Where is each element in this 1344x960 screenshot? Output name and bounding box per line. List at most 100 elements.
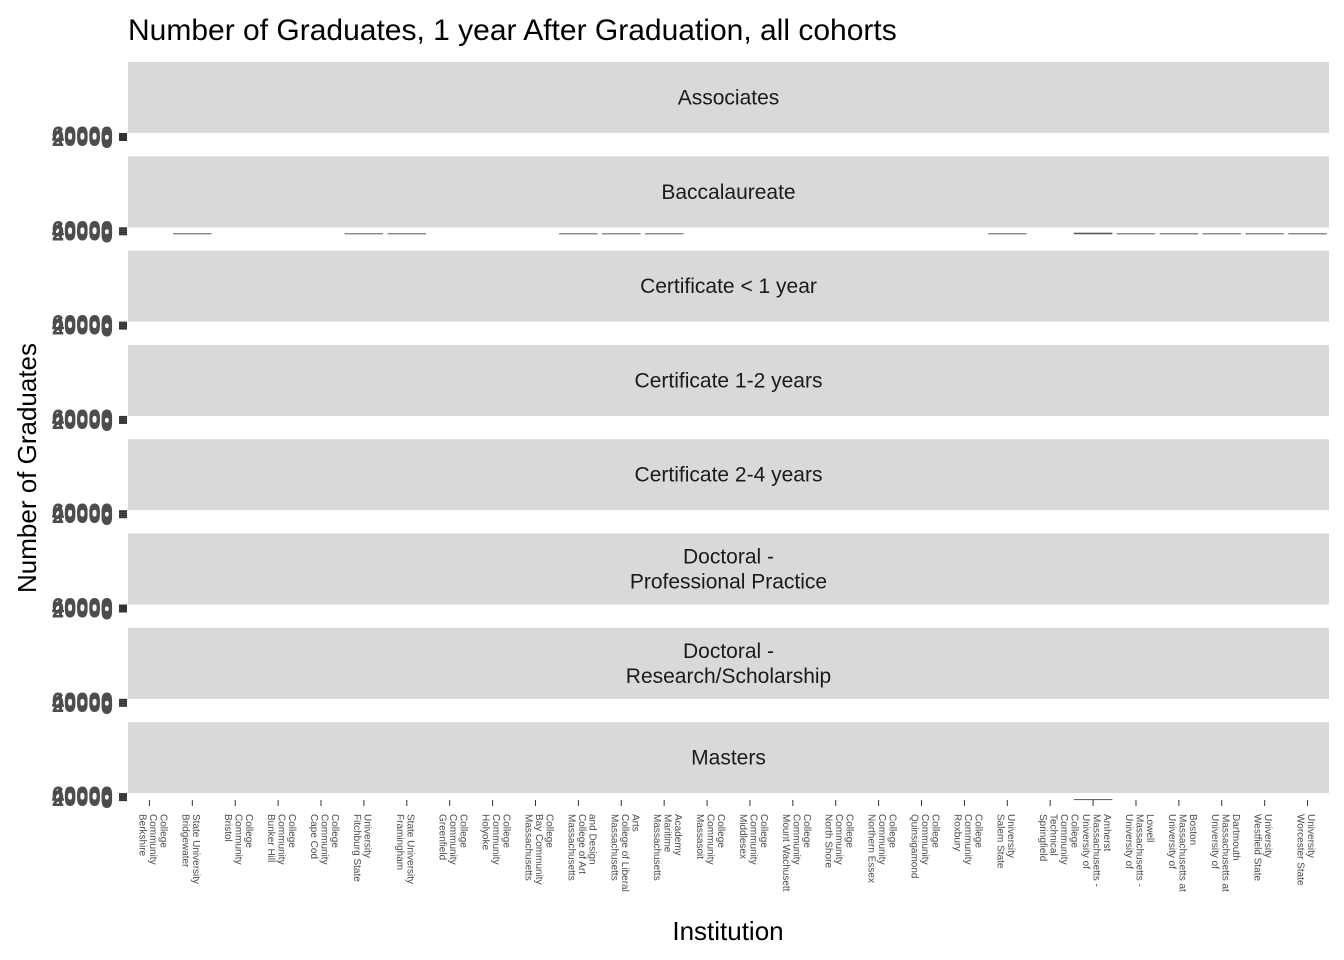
bar-bridgewater-state-university	[173, 233, 212, 235]
y-tick-label: 20000	[52, 220, 113, 245]
y-tick-label: 0	[101, 694, 113, 719]
y-tick-label: 60000	[52, 122, 113, 147]
facet-strip-label: Certificate < 1 year	[640, 275, 817, 298]
bar-university-of-massachusetts-at-dartmouth	[1202, 233, 1242, 235]
facet-panel-doctoral-professional-practice: Doctoral -Professional Practice 020000400…	[52, 533, 1329, 625]
y-tick-label: 60000	[52, 311, 113, 336]
facet-strip-label: Doctoral -Research/Scholarship	[626, 640, 831, 688]
bar-university-of-massachusetts-amherst	[1073, 799, 1113, 801]
x-tick-label: University ofMassachusetts atDartmouth	[1209, 814, 1241, 892]
bar-massachusetts-college-of-art-and-design	[559, 233, 598, 235]
x-tick-label: MassachusettsCollege of Artand Design	[565, 814, 597, 881]
facet-strip	[128, 627, 1329, 699]
x-tick-label: Fitchburg StateUniversity	[351, 814, 373, 882]
x-tick-label: Cape CodCommunityCollege	[308, 814, 340, 865]
facet-panels: Associates0200004000060000Baccalaureate0…	[52, 62, 1329, 813]
y-tick-label: 0	[101, 600, 113, 625]
y-tick-label: 0	[101, 411, 113, 436]
facet-strip	[128, 439, 1329, 511]
y-tick-label: 40000	[52, 124, 113, 149]
x-tick-label: MassasoitCommunityCollege	[694, 814, 726, 865]
facet-strip-label: Masters	[691, 747, 766, 770]
y-tick-label: 40000	[52, 784, 113, 809]
x-tick-label: Westfield StateUniversity	[1252, 814, 1274, 882]
y-tick-label: 0	[101, 505, 113, 530]
bar-university-of-massachusetts-lowell	[1116, 233, 1156, 235]
bar-university-of-massachusetts-at-boston	[1159, 233, 1199, 235]
facet-strip-label: Certificate 2-4 years	[635, 464, 823, 487]
x-axis-title: Institution	[672, 916, 783, 946]
facet-strip	[128, 344, 1329, 416]
y-tick-label: 20000	[52, 786, 113, 811]
bar-massachusetts-college-of-liberal-arts	[601, 233, 641, 235]
y-tick-label: 60000	[52, 594, 113, 619]
x-tick-label: SpringfieldTechnicalCommunityCollege	[1037, 814, 1080, 865]
facet-strip-label: Baccalaureate	[661, 181, 795, 204]
x-tick-label: University ofMassachusetts -Amherst	[1080, 814, 1112, 887]
y-tick-label: 60000	[52, 499, 113, 524]
x-tick-label: University ofMassachusetts atBoston	[1166, 814, 1198, 892]
chart-title: Number of Graduates, 1 year After Gradua…	[128, 14, 897, 47]
x-tick-label: MiddlesexCommunityCollege	[737, 814, 769, 865]
y-tick-label: 20000	[52, 692, 113, 717]
y-tick-label: 0	[101, 222, 113, 247]
y-tick-label: 40000	[52, 596, 113, 621]
x-tick-label: MassachusettsCollege of LiberalArts	[608, 814, 640, 892]
x-tick-label: BerkshireCommunityCollege	[136, 814, 168, 865]
bar-framingham-state-university	[387, 233, 427, 235]
facet-strip-label: Certificate 1-2 years	[635, 369, 823, 392]
x-axis: BerkshireCommunityCollege BridgewaterStat…	[136, 800, 1316, 892]
y-tick-label: 40000	[52, 407, 113, 432]
y-tick-label: 20000	[52, 315, 113, 340]
y-tick-label: 60000	[52, 216, 113, 241]
y-tick-label: 60000	[52, 688, 113, 713]
x-tick-label: Bunker HillCommunityCollege	[265, 814, 297, 865]
facet-strip-label: Associates	[678, 87, 780, 110]
y-tick-label: 0	[101, 788, 113, 813]
facet-strip	[128, 533, 1329, 605]
bar-fitchburg-state-university	[344, 233, 384, 235]
bar-salem-state-university	[988, 233, 1027, 235]
y-tick-label: 0	[101, 317, 113, 342]
x-tick-label: North ShoreCommunityCollege	[823, 814, 855, 868]
facet-strip	[128, 62, 1329, 133]
x-tick-label: Mount WachusettCommunityCollege	[780, 814, 812, 892]
bar-massachusetts-maritime-academy	[644, 233, 684, 235]
y-tick-label: 60000	[52, 405, 113, 430]
y-tick-label: 40000	[52, 690, 113, 715]
x-tick-label: MassachusettsBay CommunityCollege	[522, 814, 554, 885]
facet-strip	[128, 722, 1329, 794]
y-tick-label: 40000	[52, 313, 113, 338]
y-tick-label: 20000	[52, 503, 113, 528]
x-tick-label: University ofMassachusetts -Lowell	[1123, 814, 1155, 887]
x-tick-label: Worcester StateUniversity	[1295, 814, 1317, 886]
x-tick-label: MassachusettsMaritimeAcademy	[651, 814, 683, 881]
x-tick-label: Salem StateUniversity	[994, 814, 1016, 869]
x-tick-label: Northern EssexCommunityCollege	[866, 814, 898, 883]
y-tick-label: 40000	[52, 218, 113, 243]
x-tick-label: RoxburyCommunityCollege	[951, 814, 983, 865]
y-axis-title: Number of Graduates	[12, 343, 42, 593]
y-tick-label: 20000	[52, 598, 113, 623]
facet-panel-doctoral-research-scholarship: Doctoral -Research/Scholarship 0200004000…	[52, 627, 1329, 719]
y-tick-label: 20000	[52, 126, 113, 151]
x-tick-label: FraminghamState University	[394, 814, 416, 884]
facet-strip	[128, 156, 1329, 228]
x-tick-label: QuinsigamondCommunityCollege	[909, 814, 941, 878]
x-tick-label: HolyokeCommunityCollege	[480, 814, 512, 865]
x-tick-label: BristolCommunityCollege	[222, 814, 254, 865]
x-tick-label: BridgewaterState University	[179, 814, 201, 884]
facet-strip-label: Doctoral -Professional Practice	[630, 546, 827, 594]
y-tick-label: 40000	[52, 501, 113, 526]
y-tick-label: 20000	[52, 409, 113, 434]
y-tick-label: 0	[101, 128, 113, 153]
bar-university-of-massachusetts-amherst	[1073, 232, 1113, 235]
bar-westfield-state-university	[1245, 233, 1284, 235]
